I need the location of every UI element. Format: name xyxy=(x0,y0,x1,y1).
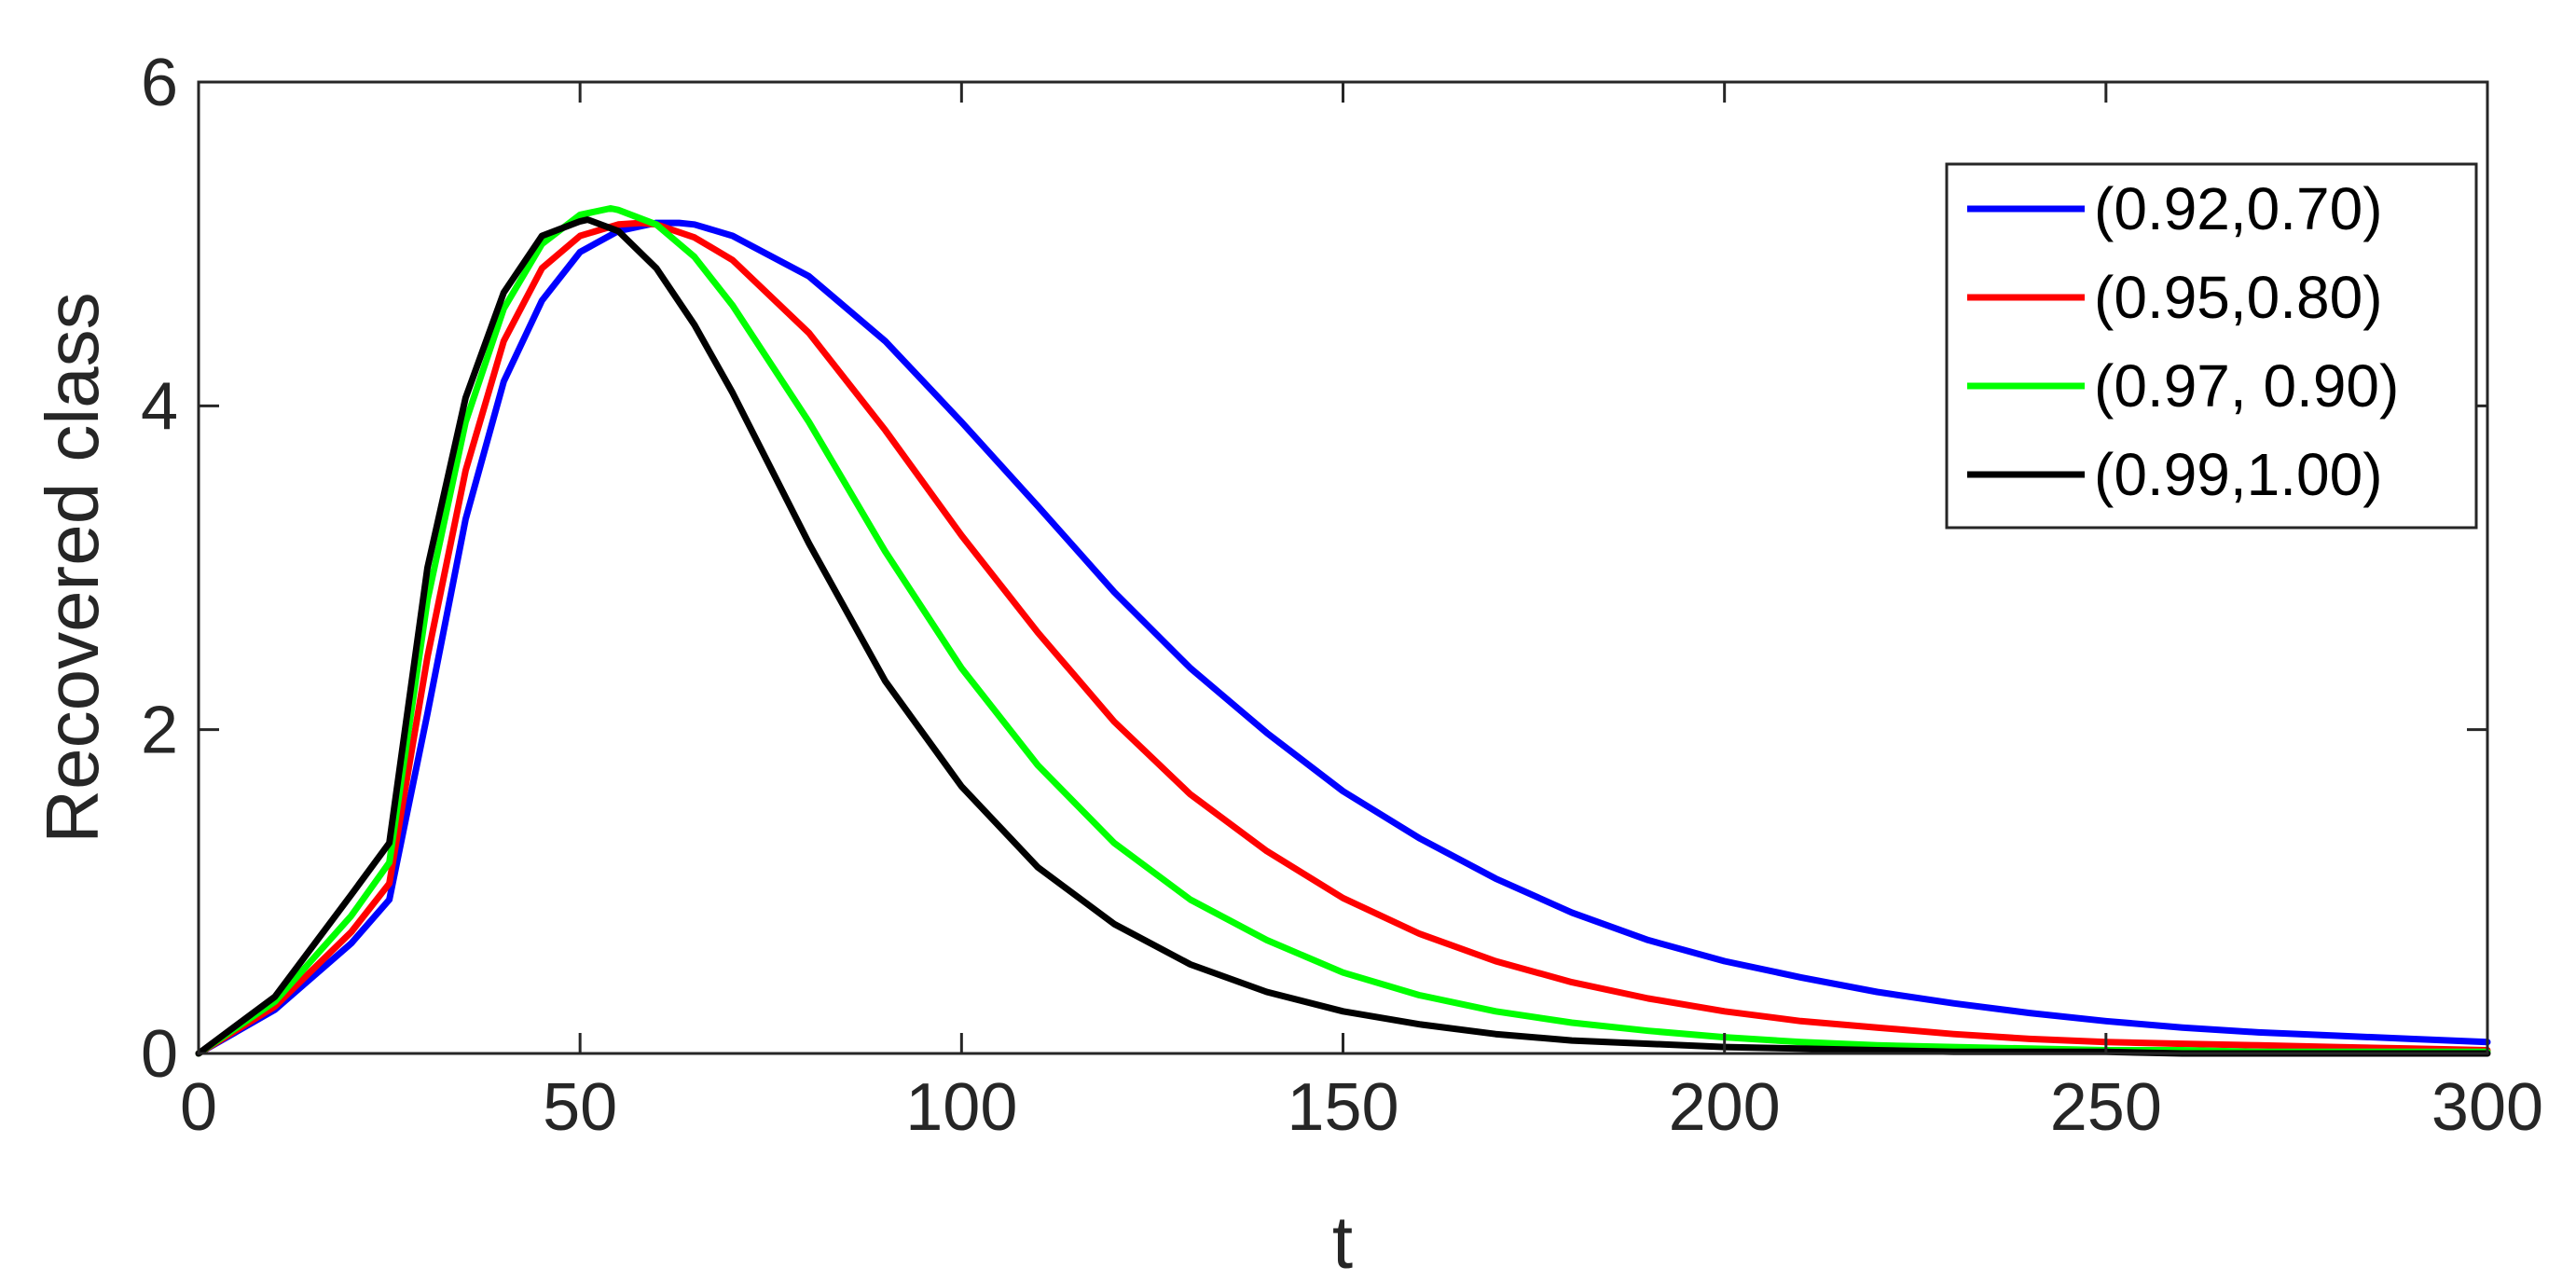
y-axis-label: Recovered class xyxy=(31,292,114,843)
y-tick-label: 4 xyxy=(141,369,178,444)
y-tick-label: 6 xyxy=(141,46,178,120)
series-line-2 xyxy=(195,219,2491,1057)
axes-box xyxy=(197,80,2489,1055)
x-axis-label: t xyxy=(1332,1201,1353,1280)
y-tick-label: 2 xyxy=(141,694,178,768)
legend-label: (0.97, 0.90) xyxy=(2094,352,2399,420)
x-tick-label: 150 xyxy=(1287,1070,1398,1145)
series-line-4 xyxy=(195,216,2491,1057)
legend: (0.92,0.70) (0.95,0.80) (0.97, 0.90) (0.99,… xyxy=(1945,162,2478,530)
x-tick-label: 100 xyxy=(905,1070,1017,1145)
legend-label: (0.92,0.70) xyxy=(2094,175,2383,242)
series-lines xyxy=(195,205,2491,1057)
legend-label: (0.99,1.00) xyxy=(2094,441,2383,508)
x-tick-label: 250 xyxy=(2050,1070,2162,1145)
tick-labels: 0 50 100 150 200 250 300 0 2 4 6 xyxy=(141,46,2543,1145)
series-line-1 xyxy=(195,219,2491,1057)
legend-box xyxy=(1945,162,2478,530)
x-tick-label: 0 xyxy=(180,1070,217,1145)
x-tick-label: 50 xyxy=(543,1070,617,1145)
x-tick-label: 300 xyxy=(2431,1070,2543,1145)
legend-label: (0.95,0.80) xyxy=(2094,264,2383,331)
x-tick-label: 200 xyxy=(1669,1070,1781,1145)
y-tick-label: 0 xyxy=(141,1017,178,1092)
